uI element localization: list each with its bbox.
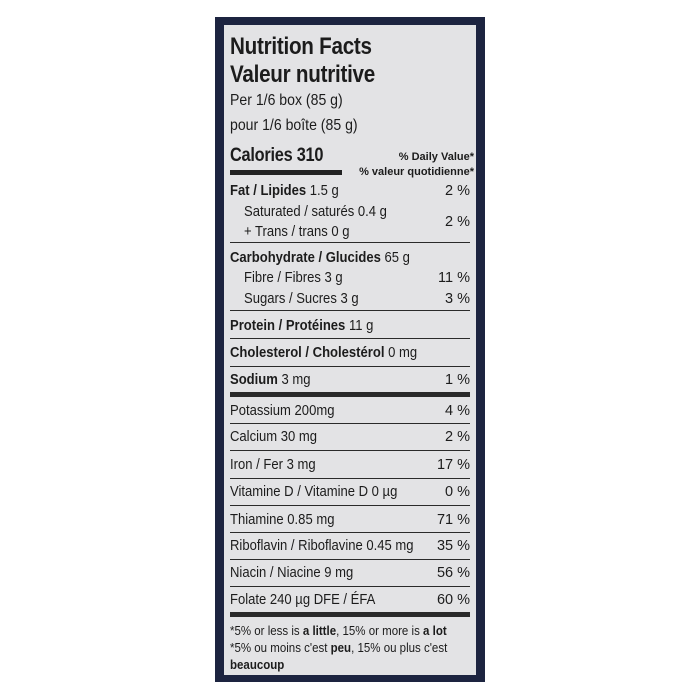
nutrient-row: Cholesterol / Cholestérol 0 mg — [230, 343, 470, 363]
nutrient-label: Protein / Protéines 11 g — [230, 318, 374, 334]
nutrient-label: Iron / Fer 3 mg — [230, 457, 316, 473]
percent-daily-value: 1 % — [445, 372, 470, 388]
footnote-en: *5% or less is a little, 15% or more is … — [230, 624, 447, 638]
nutrient-row: Niacin / Niacine 9 mg 56 % — [230, 563, 470, 583]
nutrient-label: Riboflavin / Riboflavine 0.45 mg — [230, 538, 414, 554]
nutrient-row: Potassium 200mg 4 % — [230, 401, 470, 421]
nutrient-row: Vitamine D / Vitamine D 0 µg 0 % — [230, 482, 470, 502]
footnote-fr: *5% ou moins c'est peu, 15% ou plus c'es… — [230, 641, 448, 655]
divider — [230, 586, 470, 587]
percent-daily-value: 56 % — [436, 565, 470, 581]
percent-daily-value: 2 % — [445, 429, 470, 445]
divider — [230, 366, 470, 367]
nutrient-label: Sodium 3 mg — [230, 372, 311, 388]
nutrient-label: Potassium 200mg — [230, 403, 335, 419]
percent-daily-value: 2 % — [445, 183, 470, 199]
serving-fr: pour 1/6 boîte (85 g) — [230, 117, 358, 134]
nutrient-label: Sugars / Sucres 3 g — [244, 291, 359, 307]
percent-daily-value: 60 % — [436, 592, 470, 608]
thick-divider — [230, 612, 470, 617]
nutrient-label: + Trans / trans 0 g — [244, 224, 350, 240]
nutrient-row: Protein / Protéines 11 g — [230, 316, 470, 336]
nutrient-row: Sodium 3 mg 1 % — [230, 370, 470, 390]
divider — [230, 505, 470, 506]
percent-daily-value: 17 % — [436, 457, 470, 473]
footnote-fr-cont: beaucoup — [230, 658, 285, 672]
nutrient-row: Sugars / Sucres 3 g 3 % — [230, 289, 470, 309]
nutrient-row: Fibre / Fibres 3 g 11 % — [230, 268, 470, 288]
divider — [230, 310, 470, 311]
divider — [230, 450, 470, 451]
calories-bar — [230, 170, 342, 175]
nutrient-label: Carbohydrate / Glucides 65 g — [230, 250, 410, 266]
divider — [230, 559, 470, 560]
nutrient-row: + Trans / trans 0 g — [230, 222, 470, 242]
divider — [230, 338, 470, 339]
nutrient-row: Carbohydrate / Glucides 65 g — [230, 248, 470, 268]
nutrient-row: Riboflavin / Riboflavine 0.45 mg 35 % — [230, 536, 470, 556]
nutrient-label: Fat / Lipides 1.5 g — [230, 183, 339, 199]
daily-value-en: % Daily Value* — [398, 151, 474, 163]
percent-daily-value: 71 % — [436, 512, 470, 528]
nutrient-label: Thiamine 0.85 mg — [230, 512, 335, 528]
nutrient-row: Fat / Lipides 1.5 g 2 % — [230, 181, 470, 201]
percent-daily-value: 35 % — [436, 538, 470, 554]
divider — [230, 423, 470, 424]
nutrient-row: Calcium 30 mg 2 % — [230, 427, 470, 447]
divider — [230, 242, 470, 243]
nutrient-row: Iron / Fer 3 mg 17 % — [230, 455, 470, 475]
nutrient-row: Folate 240 µg DFE / ÉFA 60 % — [230, 590, 470, 610]
percent-daily-value: 2 % — [445, 214, 470, 230]
nutrient-label: Cholesterol / Cholestérol 0 mg — [230, 345, 418, 361]
nutrition-label — [224, 25, 476, 675]
title-fr: Valeur nutritive — [230, 61, 375, 88]
percent-daily-value: 0 % — [445, 484, 470, 500]
nutrient-label: Niacin / Niacine 9 mg — [230, 565, 354, 581]
divider — [230, 478, 470, 479]
daily-value-fr: % valeur quotidienne* — [359, 166, 474, 178]
thick-divider — [230, 392, 470, 397]
nutrient-label: Saturated / saturés 0.4 g — [244, 204, 387, 220]
percent-daily-value: 4 % — [445, 403, 470, 419]
percent-daily-value: 11 % — [438, 270, 470, 286]
calories: Calories 310 — [230, 145, 324, 166]
serving-en: Per 1/6 box (85 g) — [230, 92, 343, 109]
nutrient-label: Vitamine D / Vitamine D 0 µg — [230, 484, 398, 500]
title-en: Nutrition Facts — [230, 33, 372, 60]
nutrient-row: Saturated / saturés 0.4 g 2 % — [230, 202, 470, 230]
percent-daily-value: 3 % — [445, 291, 470, 307]
nutrient-label: Calcium 30 mg — [230, 429, 318, 445]
nutrient-row: Thiamine 0.85 mg 71 % — [230, 510, 470, 530]
nutrient-label: Fibre / Fibres 3 g — [244, 270, 343, 286]
divider — [230, 532, 470, 533]
nutrient-label: Folate 240 µg DFE / ÉFA — [230, 592, 376, 608]
